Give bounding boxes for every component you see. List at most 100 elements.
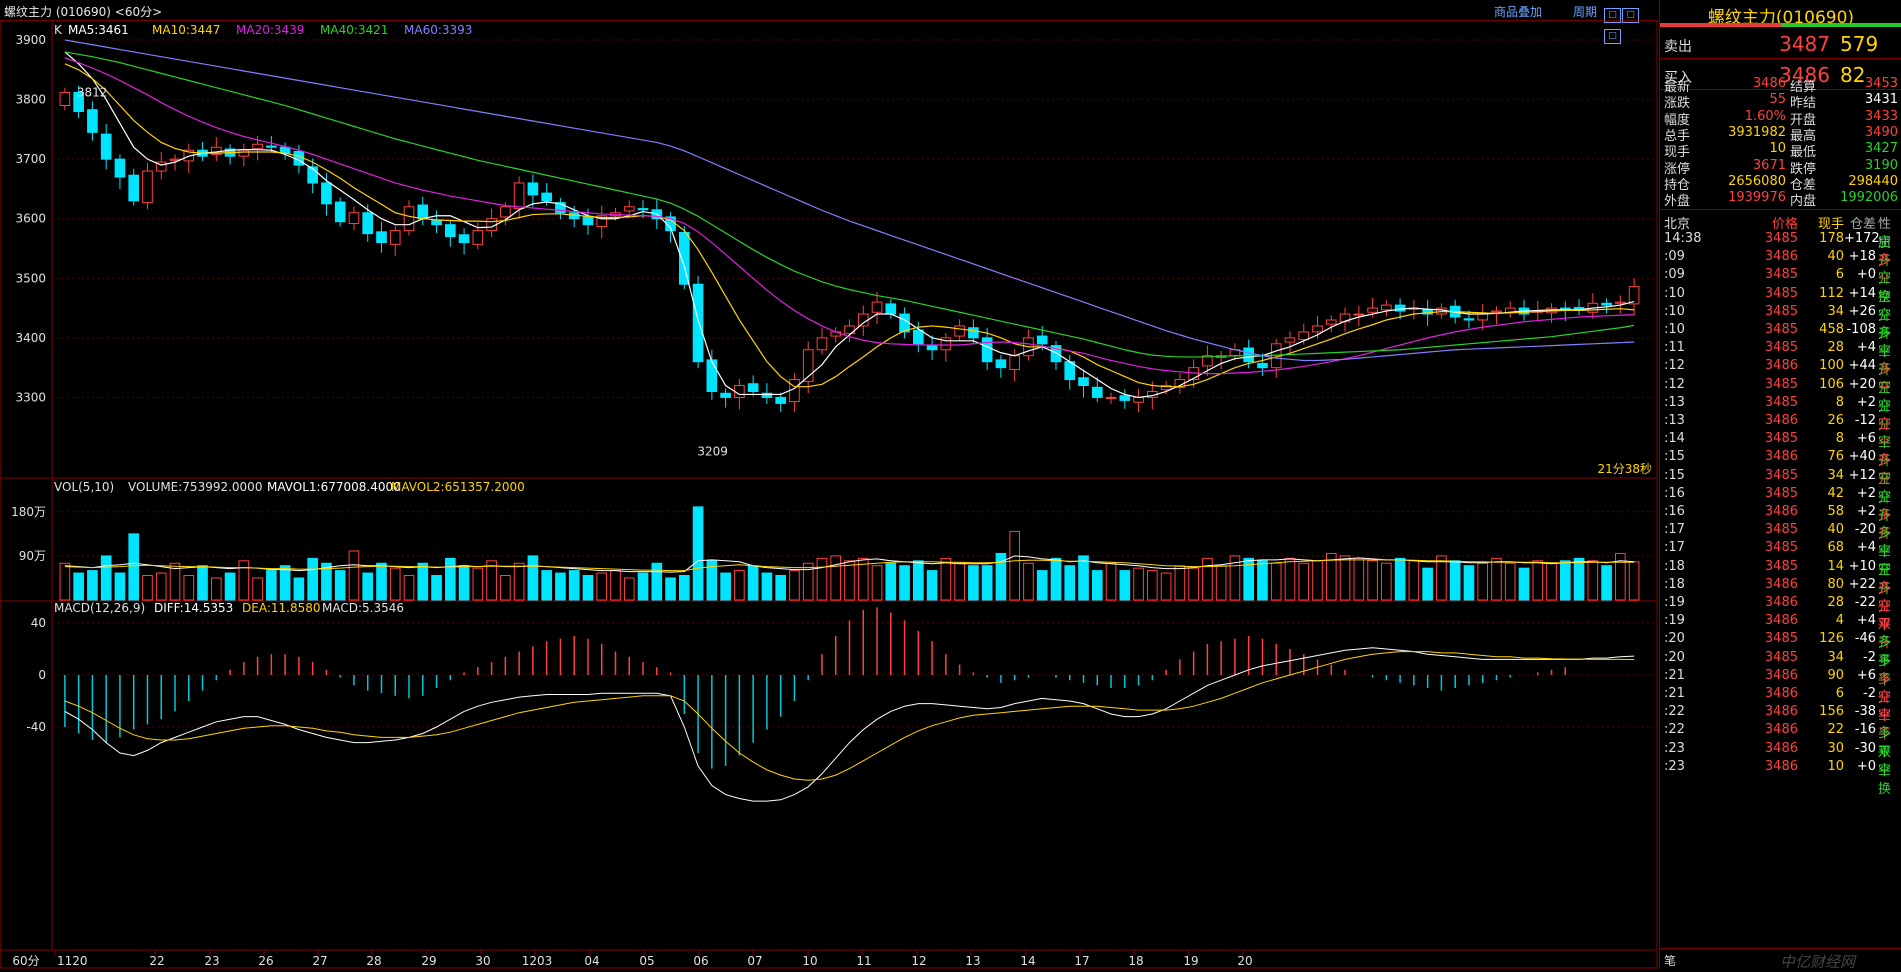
- sell-volume: 579: [1840, 32, 1879, 56]
- tick-type: 空换: [1878, 271, 1892, 306]
- volume-bar: [1532, 560, 1544, 601]
- dea-line: [64, 651, 1635, 781]
- overlay-link[interactable]: 商品叠加: [1494, 5, 1543, 19]
- candle: [981, 337, 993, 363]
- candle: [954, 325, 965, 337]
- tick-row[interactable]: :20 3485 126 -46 多平: [1660, 629, 1901, 669]
- tick-row[interactable]: :13 3485 8 +2 空开: [1660, 393, 1901, 433]
- volume-bar: [1188, 567, 1199, 601]
- volume-bar: [458, 565, 470, 601]
- tick-time: :21: [1664, 686, 1685, 701]
- tick-volume: 28: [1827, 595, 1844, 610]
- tick-oi-change: -46: [1854, 631, 1876, 647]
- tick-row[interactable]: :10 3485 34 +26 空开: [1660, 302, 1901, 342]
- tick-row[interactable]: :13 3486 26 -12 空平: [1660, 411, 1901, 451]
- stat-label: 最新: [1664, 80, 1691, 95]
- candle: [87, 109, 98, 133]
- candle: [1477, 313, 1489, 321]
- candle: [513, 182, 525, 210]
- tick-row[interactable]: :10 3485 112 +14 空开: [1660, 284, 1901, 324]
- stat-value: 3190: [1864, 157, 1898, 173]
- tick-row[interactable]: :11 3485 28 +4 空开: [1660, 338, 1901, 378]
- tick-row[interactable]: :23 3486 10 +0 空换: [1660, 757, 1901, 797]
- tick-row[interactable]: :21 3486 90 +6 多开: [1660, 666, 1901, 706]
- candle: [1463, 318, 1475, 321]
- tick-row[interactable]: :12 3485 106 +20 空开: [1660, 375, 1901, 415]
- tick-oi-change: -2: [1863, 686, 1876, 701]
- volume-bar: [857, 557, 869, 601]
- volume-bar: [568, 570, 580, 601]
- tick-row[interactable]: :21 3486 6 -2 空平: [1660, 684, 1901, 724]
- close-icon[interactable]: □: [1604, 29, 1621, 44]
- tick-volume: 68: [1827, 540, 1844, 556]
- volume-legend-value: VOLUME:753992.0000: [128, 480, 262, 494]
- tick-oi-change: +44: [1848, 358, 1876, 374]
- tick-type: 空平: [1878, 690, 1892, 724]
- tick-row[interactable]: 14:38 3485 178 +172 空开: [1660, 229, 1901, 269]
- tick-row[interactable]: :18 3485 14 +10 空开: [1660, 557, 1901, 597]
- tick-time: :20: [1664, 649, 1685, 665]
- tick-row[interactable]: :22 3486 156 -38 空平: [1660, 702, 1901, 742]
- tick-row[interactable]: :09 3485 6 +0 空换: [1660, 265, 1901, 305]
- tick-button[interactable]: 笔: [1664, 954, 1677, 968]
- candle: [968, 327, 979, 339]
- candle: [995, 359, 1007, 369]
- tick-row[interactable]: :12 3486 100 +44 多开: [1660, 356, 1901, 396]
- tick-row[interactable]: :16 3485 42 +2 空开: [1660, 484, 1901, 524]
- tick-type: 空平: [1878, 599, 1892, 633]
- period-link[interactable]: 周期: [1573, 5, 1598, 19]
- volume-bar: [1381, 562, 1392, 601]
- tick-price: 3485: [1764, 485, 1798, 501]
- candle: [555, 202, 566, 214]
- tick-row[interactable]: :23 3486 30 -30 双平: [1660, 739, 1901, 779]
- candle: [637, 208, 649, 211]
- tick-row[interactable]: :09 3486 40 +18 多开: [1660, 247, 1901, 287]
- volume-bar: [1009, 530, 1021, 601]
- tick-volume: 112: [1819, 285, 1844, 301]
- volume-bar: [871, 565, 883, 601]
- tick-row[interactable]: :15 3486 76 +40 多开: [1660, 447, 1901, 487]
- stat-value: 3486: [1752, 76, 1786, 91]
- tick-row[interactable]: :19 3486 28 -22 空平: [1660, 593, 1901, 633]
- volume-bar: [362, 572, 374, 601]
- volume-bar: [1601, 565, 1612, 601]
- maximize-icon[interactable]: □: [1622, 8, 1639, 23]
- tick-row[interactable]: :16 3486 58 +2 多开: [1660, 502, 1901, 542]
- tick-row[interactable]: :18 3486 80 +22 多开: [1660, 575, 1901, 615]
- tick-type: 空开: [1878, 235, 1892, 269]
- candle: [238, 149, 250, 157]
- tick-type: 空开: [1878, 489, 1892, 524]
- volume-bar: [1091, 570, 1103, 601]
- candle: [114, 158, 126, 178]
- tick-row[interactable]: :17 3485 40 -20 多平: [1660, 520, 1901, 560]
- tick-oi-change: +18: [1848, 249, 1876, 265]
- stat-label: 最低: [1790, 145, 1817, 161]
- tick-row[interactable]: :14 3485 8 +6 空开: [1660, 429, 1901, 469]
- tick-row[interactable]: :22 3486 22 -16 多平: [1660, 720, 1901, 760]
- candle: [403, 206, 415, 232]
- stat-value: 1939976: [1728, 190, 1786, 206]
- volume-bar: [913, 560, 924, 601]
- tick-row[interactable]: :10 3485 458 -108 多平: [1660, 320, 1901, 360]
- tick-row[interactable]: :15 3485 34 +12 空开: [1660, 466, 1901, 506]
- tick-time: :14: [1664, 431, 1685, 447]
- volume-bar: [995, 552, 1007, 601]
- tick-time: :10: [1664, 322, 1685, 337]
- x-tick-label: 23: [204, 954, 219, 968]
- tick-row[interactable]: :17 3485 68 +4 空开: [1660, 538, 1901, 578]
- tick-price: 3486: [1764, 504, 1798, 519]
- tick-type: 空开: [1878, 398, 1892, 433]
- x-tick-label: 10: [802, 954, 817, 968]
- candle: [857, 313, 869, 327]
- volume-bar: [747, 565, 759, 601]
- chart-area[interactable]: 3900 3800 3700 3600 3500 3400 3300 3812 3209 K MA5…: [0, 20, 1658, 969]
- x-tick-label: 29: [421, 954, 436, 968]
- stat-row: 最新 3486 结算 3453: [1660, 76, 1901, 95]
- tick-price: 3486: [1764, 576, 1798, 592]
- volume-bar: [720, 572, 731, 601]
- volume-bar: [238, 560, 250, 601]
- candle: [885, 303, 897, 315]
- tick-row[interactable]: :19 3486 4 +4 双开: [1660, 611, 1901, 651]
- tick-row[interactable]: :20 3485 34 -2 多平: [1660, 648, 1901, 688]
- stat-value: 2656080: [1728, 173, 1786, 189]
